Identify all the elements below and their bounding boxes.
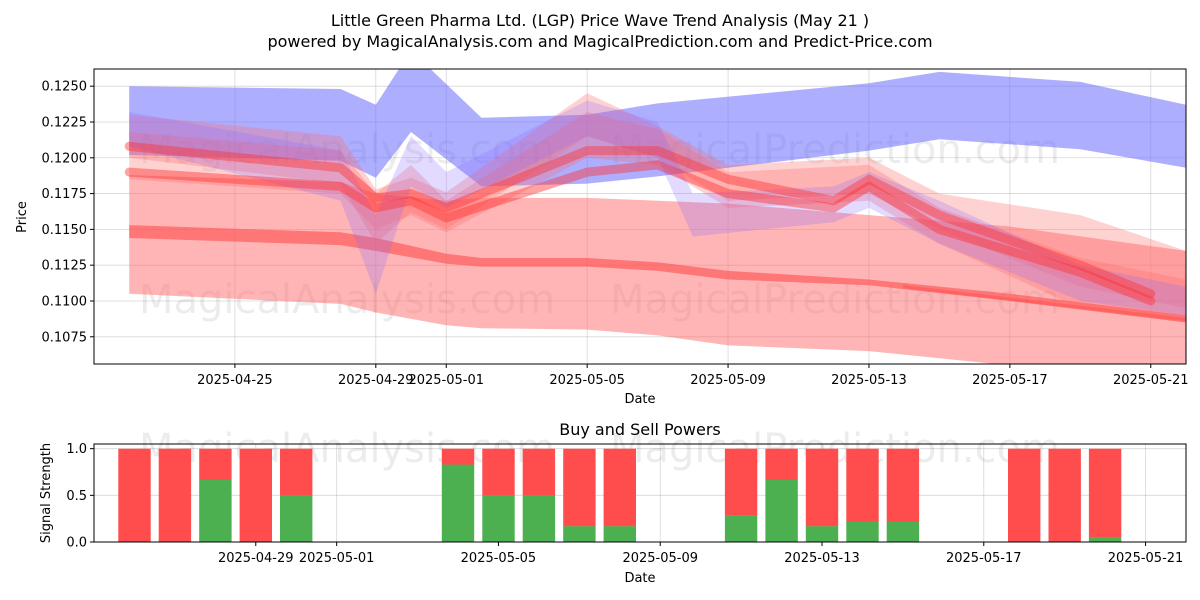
buy-bar: [1088, 537, 1122, 542]
price-band-2: [129, 225, 1186, 323]
top-y-axis-label: Price: [15, 201, 30, 233]
sell-bar: [158, 448, 192, 542]
top-xtick-label: 2025-05-05: [549, 373, 625, 388]
buy-bar: [603, 526, 636, 542]
sell-bar: [482, 448, 515, 496]
top-ytick-label: 0.1075: [42, 330, 88, 345]
bottom-xtick-label: 2025-05-13: [784, 551, 860, 566]
price-wave-chart: MagicalAnalysis.com MagicalPrediction.co…: [15, 68, 1189, 407]
bottom-ytick-label: 0.0: [66, 536, 87, 551]
top-ytick-label: 0.1150: [42, 223, 88, 238]
top-ytick-label: 0.1175: [42, 187, 88, 202]
bottom-xtick-label: 2025-05-05: [461, 551, 537, 566]
buy-bar: [886, 521, 920, 542]
sell-bar: [239, 448, 272, 542]
sell-bar: [846, 448, 879, 522]
bottom-xtick-label: 2025-05-17: [946, 551, 1022, 566]
price-band-3: [129, 93, 1186, 309]
top-y-ticks: 0.1075 0.1100 0.1125 0.1150 0.1175 0.1200 0.12…: [42, 80, 94, 345]
top-ytick-label: 0.1200: [42, 151, 88, 166]
figure-title-line2: powered by MagicalAnalysis.com and Magic…: [267, 32, 932, 51]
bottom-y-axis-label: Signal Strength: [39, 443, 54, 543]
top-xtick-label: 2025-04-25: [197, 373, 273, 388]
top-ytick-label: 0.1100: [42, 294, 88, 309]
price-wave-line-1: [124, 160, 1156, 306]
top-xtick-label: 2025-05-13: [831, 373, 907, 388]
bottom-y-ticks: 0.0 0.5 1.0: [66, 442, 94, 551]
buy-bar: [563, 526, 596, 542]
bottom-xtick-label: 2025-04-29: [218, 551, 294, 566]
bottom-ytick-label: 0.5: [66, 489, 87, 504]
top-axes-frame: [93, 68, 1187, 365]
bottom-axes-frame: [93, 443, 1187, 543]
bottom-ytick-label: 1.0: [66, 442, 87, 457]
bottom-bars: [118, 448, 1122, 542]
top-ytick-label: 0.1225: [42, 115, 88, 130]
top-ytick-label: 0.1250: [42, 80, 88, 95]
top-xtick-label: 2025-05-17: [972, 373, 1048, 388]
buy-bar: [280, 495, 313, 542]
buy-bar: [441, 464, 475, 542]
sell-bar: [280, 448, 313, 496]
sell-bar: [886, 448, 920, 522]
top-xtick-label: 2025-05-09: [690, 373, 766, 388]
sell-bar: [765, 448, 798, 480]
top-bands: [124, 69, 1186, 364]
sell-bar: [522, 448, 556, 496]
bottom-x-axis-label: Date: [624, 571, 655, 586]
sell-bar: [441, 448, 475, 465]
sell-bar: [563, 448, 596, 527]
buy-bar: [805, 526, 839, 542]
bottom-x-ticks: 2025-04-29 2025-05-01 2025-05-05 2025-05-09…: [218, 542, 1183, 566]
buy-bar: [522, 495, 556, 542]
top-ytick-label: 0.1125: [42, 259, 88, 274]
buy-bar: [724, 515, 758, 542]
sell-bar: [1048, 448, 1081, 542]
buy-bar: [765, 479, 798, 542]
buy-sell-chart: Buy and Sell Powers MagicalAnalysis.com …: [39, 420, 1187, 586]
sell-bar: [603, 448, 636, 527]
top-xtick-label: 2025-05-01: [408, 373, 484, 388]
price-band-5: [129, 100, 1186, 316]
price-wave-line-2: [902, 285, 1186, 322]
bottom-xtick-label: 2025-05-21: [1108, 551, 1184, 566]
bottom-xtick-label: 2025-05-01: [299, 551, 375, 566]
price-band-4: [129, 112, 1186, 323]
figure-title-line1: Little Green Pharma Ltd. (LGP) Price Wav…: [331, 11, 869, 30]
buy-bar: [482, 495, 515, 542]
top-xtick-label: 2025-05-21: [1113, 373, 1189, 388]
price-wave-line-0: [124, 141, 1156, 299]
sell-bar: [724, 448, 758, 516]
bottom-xtick-label: 2025-05-09: [622, 551, 698, 566]
sell-bar: [1088, 448, 1122, 538]
sell-bar: [199, 448, 232, 480]
price-band-0: [129, 69, 1186, 187]
buy-bar: [199, 479, 232, 542]
buy-bar: [846, 521, 879, 542]
bottom-chart-title: Buy and Sell Powers: [559, 420, 721, 439]
sell-bar: [1008, 448, 1041, 542]
sell-bar: [805, 448, 839, 527]
top-x-axis-label: Date: [624, 392, 655, 407]
top-xtick-label: 2025-04-29: [338, 373, 414, 388]
sell-bar: [118, 448, 151, 542]
